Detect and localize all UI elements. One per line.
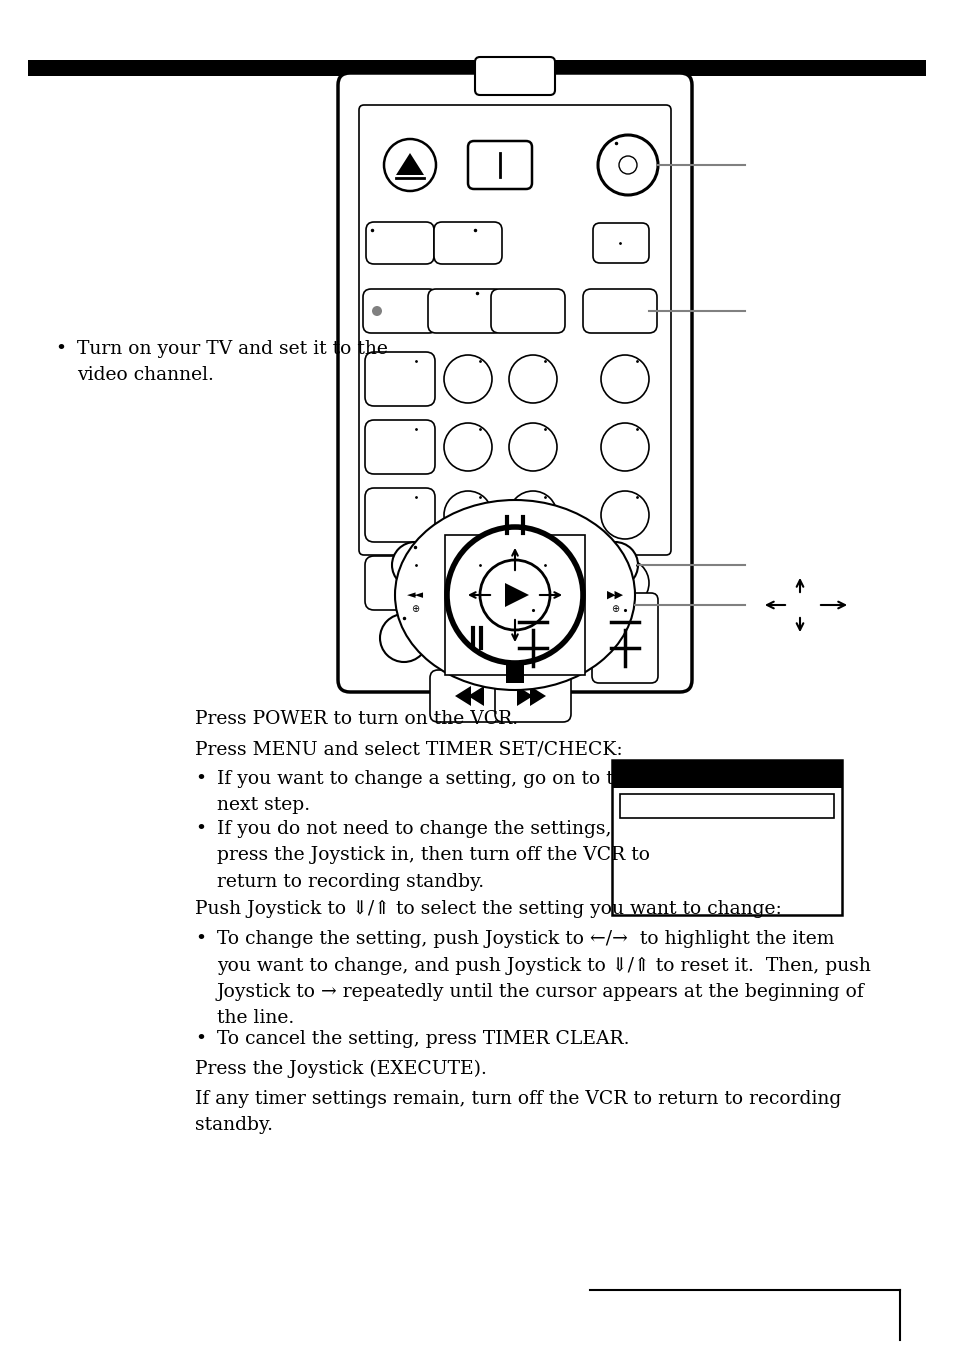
Bar — [619, 794, 833, 818]
Text: •: • — [55, 340, 66, 358]
FancyBboxPatch shape — [363, 289, 436, 333]
Circle shape — [443, 355, 492, 402]
Text: Push Joystick to ⇓/⇑ to select the setting you want to change:: Push Joystick to ⇓/⇑ to select the setti… — [194, 900, 781, 919]
Circle shape — [618, 156, 637, 173]
Circle shape — [598, 136, 658, 195]
Circle shape — [509, 355, 557, 402]
Text: ▶▶: ▶▶ — [606, 589, 623, 600]
Circle shape — [372, 306, 381, 316]
FancyBboxPatch shape — [592, 593, 658, 683]
Circle shape — [479, 560, 550, 630]
Circle shape — [600, 491, 648, 539]
Text: Turn on your TV and set it to the
video channel.: Turn on your TV and set it to the video … — [77, 340, 388, 385]
Text: ⊕: ⊕ — [411, 604, 418, 614]
Circle shape — [384, 140, 436, 191]
FancyBboxPatch shape — [495, 669, 571, 722]
Circle shape — [443, 423, 492, 472]
FancyBboxPatch shape — [337, 73, 691, 692]
Text: ⊕: ⊕ — [610, 604, 618, 614]
Text: •: • — [194, 930, 206, 948]
Bar — [28, 60, 925, 76]
Text: If you do not need to change the settings,
press the Joystick in, then turn off : If you do not need to change the setting… — [216, 820, 649, 890]
Text: •: • — [194, 770, 206, 789]
Circle shape — [509, 560, 557, 607]
Text: To change the setting, push Joystick to ←/→  to highlight the item
you want to c: To change the setting, push Joystick to … — [216, 930, 870, 1027]
Circle shape — [392, 542, 437, 588]
Polygon shape — [395, 153, 423, 175]
Circle shape — [443, 491, 492, 539]
Text: Press POWER to turn on the VCR.: Press POWER to turn on the VCR. — [194, 710, 517, 728]
Polygon shape — [455, 686, 471, 706]
Ellipse shape — [395, 500, 635, 690]
Circle shape — [600, 423, 648, 472]
FancyBboxPatch shape — [430, 612, 505, 664]
FancyBboxPatch shape — [499, 593, 565, 683]
FancyBboxPatch shape — [358, 104, 670, 556]
FancyBboxPatch shape — [593, 224, 648, 263]
Text: ◄◄: ◄◄ — [406, 589, 423, 600]
Circle shape — [600, 560, 648, 607]
Polygon shape — [530, 686, 545, 706]
FancyBboxPatch shape — [365, 420, 435, 474]
Circle shape — [447, 527, 582, 663]
Text: Press the Joystick (EXECUTE).: Press the Joystick (EXECUTE). — [194, 1060, 486, 1079]
Text: •: • — [194, 820, 206, 837]
Text: If you want to change a setting, go on to the
next step.: If you want to change a setting, go on t… — [216, 770, 636, 814]
Text: •: • — [194, 1030, 206, 1047]
FancyBboxPatch shape — [365, 488, 435, 542]
FancyBboxPatch shape — [434, 222, 501, 264]
Circle shape — [592, 542, 638, 588]
FancyBboxPatch shape — [491, 289, 564, 333]
Circle shape — [443, 560, 492, 607]
Polygon shape — [517, 686, 533, 706]
FancyBboxPatch shape — [475, 57, 555, 95]
Bar — [505, 665, 523, 683]
FancyBboxPatch shape — [468, 141, 532, 188]
Circle shape — [379, 614, 428, 663]
Polygon shape — [504, 583, 529, 607]
Circle shape — [600, 355, 648, 402]
Bar — [444, 535, 584, 675]
Text: If any timer settings remain, turn off the VCR to return to recording
standby.: If any timer settings remain, turn off t… — [194, 1089, 841, 1134]
Bar — [612, 760, 841, 789]
FancyBboxPatch shape — [365, 556, 435, 610]
FancyBboxPatch shape — [430, 669, 505, 722]
FancyBboxPatch shape — [365, 352, 435, 406]
FancyBboxPatch shape — [366, 222, 434, 264]
Circle shape — [509, 491, 557, 539]
Bar — [612, 760, 841, 915]
FancyBboxPatch shape — [582, 289, 657, 333]
Polygon shape — [459, 627, 477, 648]
Text: To cancel the setting, press TIMER CLEAR.: To cancel the setting, press TIMER CLEAR… — [216, 1030, 629, 1047]
Circle shape — [509, 423, 557, 472]
Polygon shape — [468, 686, 483, 706]
Text: Press MENU and select TIMER SET/CHECK:: Press MENU and select TIMER SET/CHECK: — [194, 740, 622, 757]
FancyBboxPatch shape — [428, 289, 501, 333]
